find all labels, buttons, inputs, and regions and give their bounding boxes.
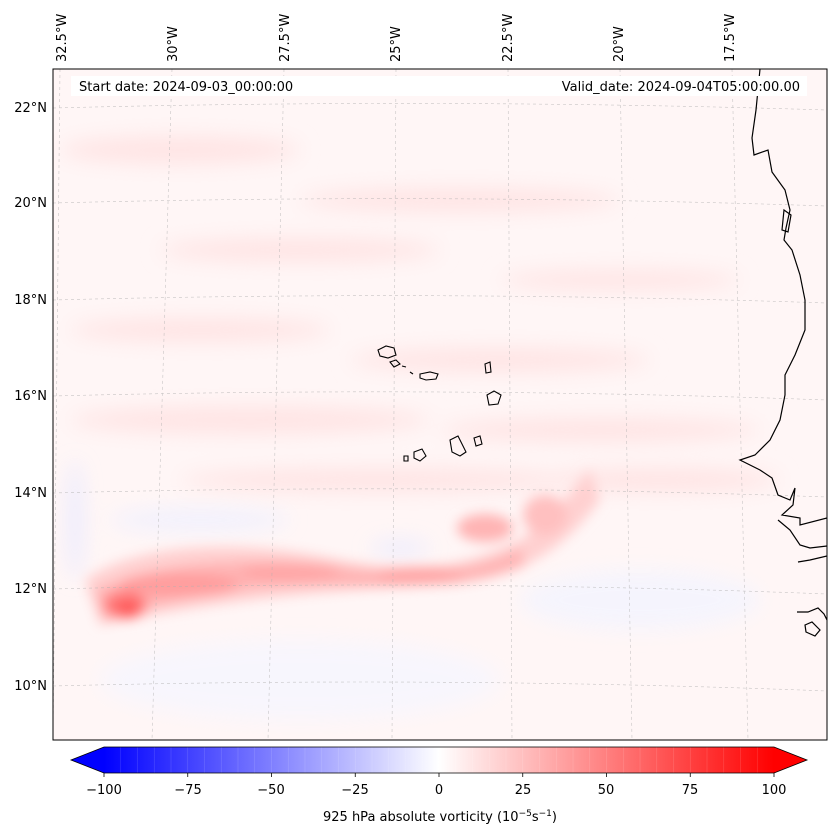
info-bar-background bbox=[71, 76, 807, 96]
negative-vorticity-field bbox=[67, 460, 760, 720]
colorbar-tick-labels: −100 −75 −50 −25 0 25 50 75 100 bbox=[86, 783, 786, 798]
colorbar-tick-label: −50 bbox=[257, 783, 284, 798]
lon-label: 22.5°W bbox=[501, 14, 516, 62]
cape-verde-islands bbox=[377, 345, 502, 462]
vorticity-band bbox=[85, 470, 600, 625]
valid-date-label: Valid_date: 2024-09-04T05:00:00.00 bbox=[562, 80, 800, 95]
graticule bbox=[53, 69, 827, 740]
colorbar: −100 −75 −50 −25 0 25 50 75 100 925 hPa … bbox=[69, 746, 809, 825]
colorbar-gradient bbox=[104, 747, 774, 773]
longitude-labels: 32.5°W 30°W 27.5°W 25°W 22.5°W 20°W 17.5… bbox=[55, 14, 738, 62]
colorbar-tick-label: 75 bbox=[682, 783, 699, 798]
colorbar-tick-label: −100 bbox=[86, 783, 122, 798]
lon-label: 32.5°W bbox=[55, 14, 70, 62]
colorbar-min-extension bbox=[71, 747, 104, 773]
colorbar-levels bbox=[120, 747, 758, 773]
colorbar-label: 925 hPa absolute vorticity (10−5s−1) bbox=[323, 809, 557, 825]
lat-label: 20°N bbox=[14, 196, 47, 211]
colorbar-tick-label: 25 bbox=[515, 783, 532, 798]
map-panel bbox=[53, 69, 827, 740]
map-frame bbox=[52, 68, 828, 741]
colorbar-tick-label: 100 bbox=[762, 783, 787, 798]
lon-label: 17.5°W bbox=[723, 14, 738, 62]
lat-label: 18°N bbox=[14, 293, 47, 308]
lat-label: 14°N bbox=[14, 486, 47, 501]
colorbar-tick-label: 50 bbox=[598, 783, 615, 798]
weak-vorticity-streaks bbox=[60, 136, 780, 492]
lon-label: 27.5°W bbox=[278, 14, 293, 62]
map-background bbox=[53, 69, 827, 740]
lat-label: 12°N bbox=[14, 582, 47, 597]
colorbar-tick-label: −25 bbox=[341, 783, 368, 798]
lon-label: 20°W bbox=[612, 26, 627, 62]
lat-label: 22°N bbox=[14, 101, 47, 116]
lat-label: 10°N bbox=[14, 679, 47, 694]
lon-label: 25°W bbox=[389, 26, 404, 62]
latitude-labels: 22°N 20°N 18°N 16°N 14°N 12°N 10°N bbox=[14, 101, 47, 694]
start-date-label: Start date: 2024-09-03_00:00:00 bbox=[79, 80, 293, 95]
colorbar-ticks bbox=[103, 773, 775, 777]
coastlines bbox=[738, 69, 827, 637]
colorbar-tick-label: −75 bbox=[174, 783, 201, 798]
lat-label: 16°N bbox=[14, 389, 47, 404]
colorbar-tick-label: 0 bbox=[435, 783, 443, 798]
lon-label: 30°W bbox=[166, 26, 181, 62]
africa-coastline bbox=[738, 69, 827, 526]
colorbar-max-extension bbox=[774, 747, 807, 773]
